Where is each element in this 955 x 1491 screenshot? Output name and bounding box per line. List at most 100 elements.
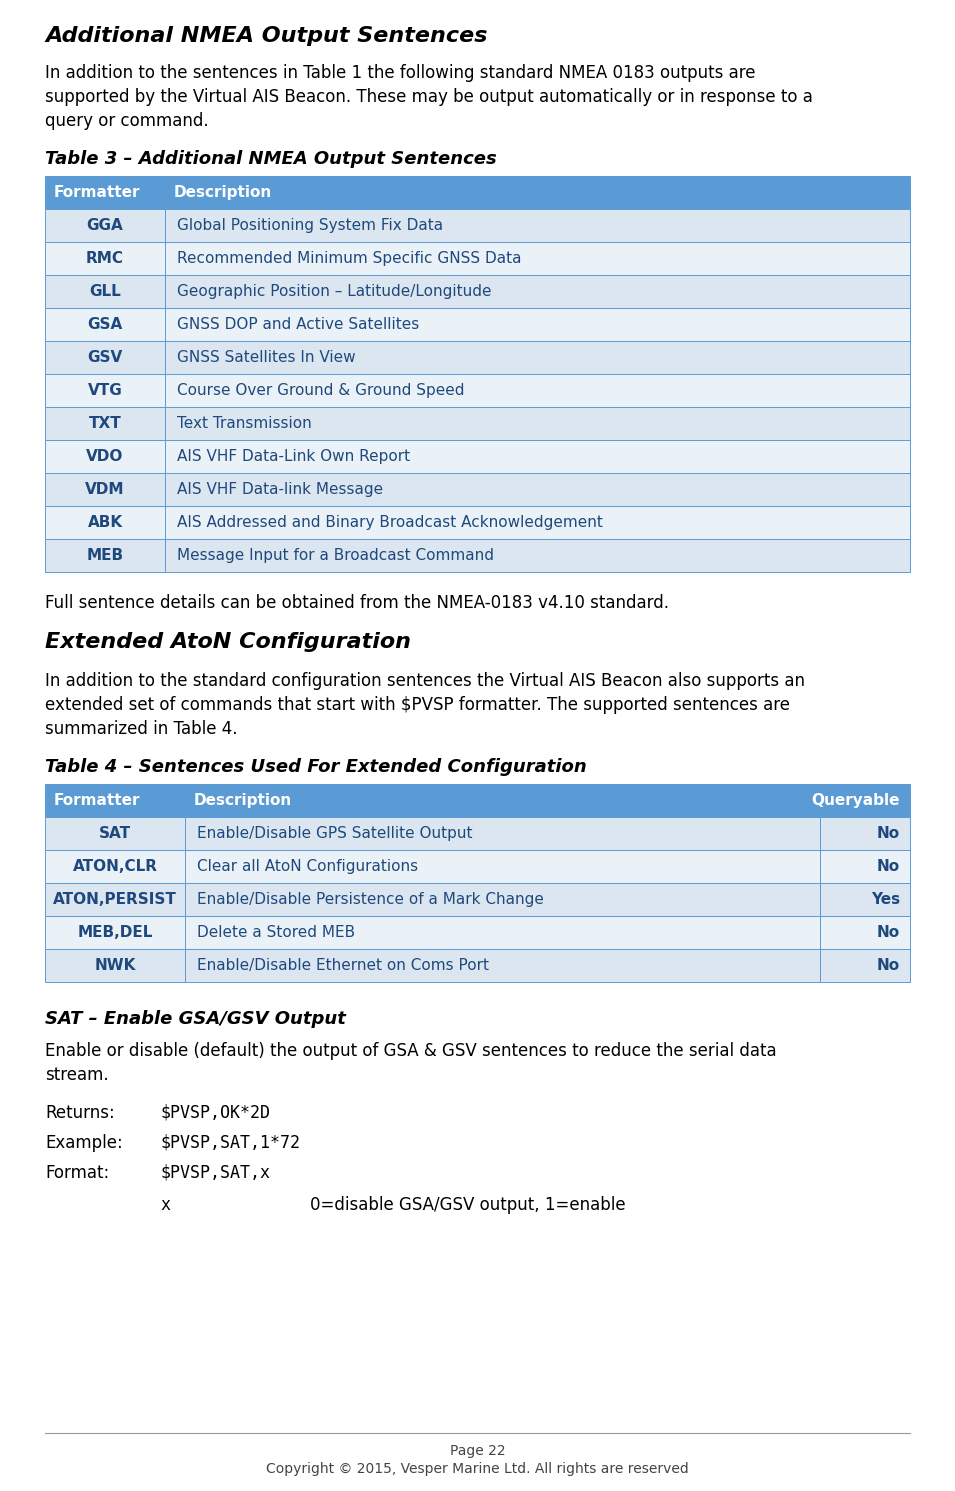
Bar [820, 850, 910, 883]
Text: AIS Addressed and Binary Broadcast Acknowledgement: AIS Addressed and Binary Broadcast Ackno… [177, 514, 603, 529]
Text: GSV: GSV [87, 350, 122, 365]
Text: GNSS DOP and Active Satellites: GNSS DOP and Active Satellites [177, 318, 419, 332]
Text: GSA: GSA [87, 318, 122, 332]
Text: Enable/Disable Ethernet on Coms Port: Enable/Disable Ethernet on Coms Port [197, 959, 489, 974]
Text: Text Transmission: Text Transmission [177, 416, 311, 431]
Bar [165, 274, 910, 309]
Text: supported by the Virtual AIS Beacon. These may be output automatically or in res: supported by the Virtual AIS Beacon. The… [45, 88, 813, 106]
Text: $PVSP,OK*2D: $PVSP,OK*2D [160, 1103, 270, 1123]
Bar [165, 440, 910, 473]
Text: ABK: ABK [88, 514, 122, 529]
Bar [820, 784, 910, 817]
Text: VDO: VDO [86, 449, 124, 464]
Bar [185, 948, 820, 983]
Text: 0=disable GSA/GSV output, 1=enable: 0=disable GSA/GSV output, 1=enable [310, 1196, 626, 1214]
Bar [820, 883, 910, 915]
Text: Description: Description [194, 793, 292, 808]
Bar [165, 505, 910, 540]
Text: In addition to the sentences in Table 1 the following standard NMEA 0183 outputs: In addition to the sentences in Table 1 … [45, 64, 755, 82]
Text: stream.: stream. [45, 1066, 109, 1084]
Text: Enable/Disable GPS Satellite Output: Enable/Disable GPS Satellite Output [197, 826, 473, 841]
Text: Enable/Disable Persistence of a Mark Change: Enable/Disable Persistence of a Mark Cha… [197, 892, 544, 907]
Bar [165, 540, 910, 573]
Text: GNSS Satellites In View: GNSS Satellites In View [177, 350, 355, 365]
Bar [45, 309, 165, 341]
Bar [45, 784, 185, 817]
Text: Global Positioning System Fix Data: Global Positioning System Fix Data [177, 218, 443, 233]
Bar [165, 407, 910, 440]
Text: SAT: SAT [99, 826, 131, 841]
Text: Yes: Yes [871, 892, 900, 907]
Bar [45, 341, 165, 374]
Text: VDM: VDM [85, 482, 125, 497]
Text: ATON,CLR: ATON,CLR [73, 859, 158, 874]
Text: AIS VHF Data-Link Own Report: AIS VHF Data-Link Own Report [177, 449, 410, 464]
Bar [185, 817, 820, 850]
Bar [45, 242, 165, 274]
Text: No: No [877, 859, 900, 874]
Text: Page 22: Page 22 [450, 1443, 505, 1458]
Text: Message Input for a Broadcast Command: Message Input for a Broadcast Command [177, 549, 494, 564]
Text: SAT – Enable GSA/GSV Output: SAT – Enable GSA/GSV Output [45, 1009, 346, 1027]
Text: $PVSP,SAT,x: $PVSP,SAT,x [160, 1164, 270, 1182]
Text: NWK: NWK [95, 959, 136, 974]
Bar [185, 883, 820, 915]
Text: MEB,DEL: MEB,DEL [77, 924, 153, 939]
Text: Geographic Position – Latitude/Longitude: Geographic Position – Latitude/Longitude [177, 283, 492, 300]
Text: GLL: GLL [89, 283, 121, 300]
Text: x: x [160, 1196, 170, 1214]
Text: VTG: VTG [88, 383, 122, 398]
Text: Format:: Format: [45, 1164, 109, 1182]
Text: Extended AtoN Configuration: Extended AtoN Configuration [45, 632, 411, 652]
Text: Copyright © 2015, Vesper Marine Ltd. All rights are reserved: Copyright © 2015, Vesper Marine Ltd. All… [266, 1463, 689, 1476]
Text: ATON,PERSIST: ATON,PERSIST [53, 892, 177, 907]
Text: No: No [877, 924, 900, 939]
Bar [45, 817, 185, 850]
Text: TXT: TXT [89, 416, 121, 431]
Bar [45, 374, 165, 407]
Text: extended set of commands that start with $PVSP formatter. The supported sentence: extended set of commands that start with… [45, 696, 790, 714]
Bar [820, 817, 910, 850]
Text: AIS VHF Data-link Message: AIS VHF Data-link Message [177, 482, 383, 497]
Bar [165, 341, 910, 374]
Text: Additional NMEA Output Sentences: Additional NMEA Output Sentences [45, 25, 487, 46]
Bar [45, 440, 165, 473]
Bar [45, 883, 185, 915]
Bar [185, 915, 820, 948]
Text: Clear all AtoN Configurations: Clear all AtoN Configurations [197, 859, 418, 874]
Text: In addition to the standard configuration sentences the Virtual AIS Beacon also : In addition to the standard configuratio… [45, 672, 805, 690]
Bar [165, 309, 910, 341]
Bar [45, 850, 185, 883]
Text: Delete a Stored MEB: Delete a Stored MEB [197, 924, 355, 939]
Bar [45, 540, 165, 573]
Text: Returns:: Returns: [45, 1103, 115, 1123]
Bar [45, 176, 165, 209]
Text: Formatter: Formatter [54, 185, 140, 200]
Bar [45, 948, 185, 983]
Text: Course Over Ground & Ground Speed: Course Over Ground & Ground Speed [177, 383, 464, 398]
Text: No: No [877, 826, 900, 841]
Text: Example:: Example: [45, 1135, 123, 1153]
Bar [165, 473, 910, 505]
Text: Formatter: Formatter [54, 793, 140, 808]
Bar [165, 242, 910, 274]
Text: Enable or disable (default) the output of GSA & GSV sentences to reduce the seri: Enable or disable (default) the output o… [45, 1042, 776, 1060]
Text: Description: Description [174, 185, 272, 200]
Text: Recommended Minimum Specific GNSS Data: Recommended Minimum Specific GNSS Data [177, 250, 521, 265]
Bar [185, 850, 820, 883]
Text: summarized in Table 4.: summarized in Table 4. [45, 720, 238, 738]
Bar [45, 209, 165, 242]
Bar [45, 505, 165, 540]
Text: RMC: RMC [86, 250, 124, 265]
Bar [185, 784, 820, 817]
Bar [820, 915, 910, 948]
Bar [165, 209, 910, 242]
Text: GGA: GGA [87, 218, 123, 233]
Text: Table 3 – Additional NMEA Output Sentences: Table 3 – Additional NMEA Output Sentenc… [45, 151, 497, 168]
Bar [45, 915, 185, 948]
Text: Table 4 – Sentences Used For Extended Configuration: Table 4 – Sentences Used For Extended Co… [45, 757, 586, 775]
Text: MEB: MEB [87, 549, 123, 564]
Bar [45, 473, 165, 505]
Bar [165, 176, 910, 209]
Bar [45, 274, 165, 309]
